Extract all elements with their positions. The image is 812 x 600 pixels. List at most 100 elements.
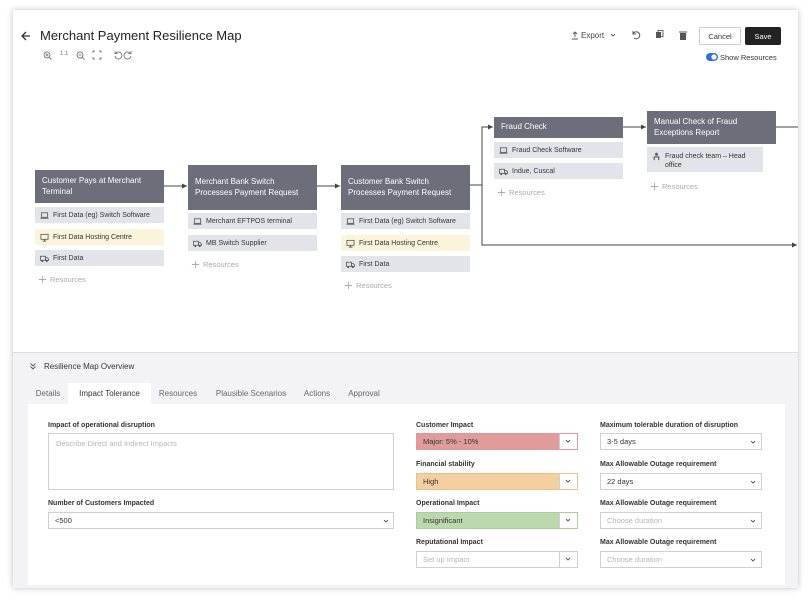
chevron-box xyxy=(559,434,577,449)
textarea[interactable]: Describe Direct and Indirect Impacts xyxy=(48,433,394,490)
resource-label: First Data Hosting Centre xyxy=(53,233,132,241)
resources-toggle[interactable] xyxy=(706,53,718,61)
process-node[interactable]: Merchant Bank Switch Processes Payment R… xyxy=(188,165,317,210)
icon-shape xyxy=(566,519,570,521)
icon-shape xyxy=(193,218,201,223)
add-resource[interactable]: Resources xyxy=(38,275,86,284)
placeholder: Choose duration xyxy=(607,516,663,525)
process-node[interactable]: Customer Bank Switch Processes Payment R… xyxy=(341,165,470,210)
select-value: High xyxy=(423,477,439,486)
resource-label: Fraud check team – Head office xyxy=(665,153,746,169)
add-resource-label: Resources xyxy=(662,182,698,191)
connectors xyxy=(164,124,798,248)
icon-shape xyxy=(40,212,48,217)
field-label: Maximum tolerable duration of disruption xyxy=(600,422,739,429)
add-resource[interactable]: Resources xyxy=(650,182,698,191)
icon xyxy=(652,152,661,161)
toggle-label: Show Resources xyxy=(720,53,777,62)
field-label: Reputational Impact xyxy=(416,539,483,546)
icon xyxy=(193,217,202,226)
resource-chip: First Data (eg) Switch Software xyxy=(341,213,470,229)
resource-chip: Indue, Cuscal xyxy=(494,163,623,179)
element xyxy=(657,30,664,37)
add-resource-label: Resources xyxy=(50,275,86,284)
icon-shape xyxy=(499,147,507,152)
field-label: Customer Impact xyxy=(416,422,474,429)
chevron-box xyxy=(559,552,577,567)
icon xyxy=(650,182,659,191)
select[interactable]: Choose duration xyxy=(600,512,762,529)
zoom-toolbar xyxy=(43,50,132,60)
back-button[interactable] xyxy=(20,30,32,42)
field-label: Impact of operational disruption xyxy=(48,422,155,429)
icon-shape xyxy=(346,262,354,268)
icon-shape xyxy=(751,481,755,483)
process-node[interactable]: Customer Pays at Merchant Terminal xyxy=(35,170,164,203)
icon-shape xyxy=(193,241,201,247)
add-resource[interactable]: Resources xyxy=(191,260,239,269)
icon xyxy=(40,254,49,263)
element xyxy=(572,31,578,40)
add-resource-label: Resources xyxy=(356,281,392,290)
icon xyxy=(344,281,353,290)
process-node[interactable]: Manual Check of Fraud Exceptions Report xyxy=(647,111,776,144)
element xyxy=(76,51,84,59)
export-button[interactable]: Export xyxy=(581,31,605,40)
add-resource[interactable]: Resources xyxy=(497,188,545,197)
icon xyxy=(40,211,49,220)
element xyxy=(45,53,49,57)
select[interactable]: 3-5 days xyxy=(600,433,762,450)
select-value: 3-5 days xyxy=(607,437,636,446)
select[interactable]: High xyxy=(416,473,578,490)
chevron xyxy=(564,477,572,485)
icon-shape xyxy=(751,559,755,561)
icon xyxy=(191,260,200,269)
select[interactable]: Insignificant xyxy=(416,512,578,529)
element xyxy=(43,50,132,60)
panel-title: Resilience Map Overview xyxy=(44,362,135,371)
element xyxy=(81,56,85,60)
save-button[interactable]: Save xyxy=(745,27,781,45)
select[interactable]: 22 days xyxy=(600,473,762,490)
placeholder: Choose duration xyxy=(607,555,663,564)
icon xyxy=(346,260,355,269)
icon xyxy=(38,275,47,284)
add-resource[interactable]: Resources xyxy=(344,281,392,290)
element xyxy=(30,363,36,370)
tab[interactable]: Details xyxy=(35,389,61,398)
resource-chip: MB Switch Supplier xyxy=(188,235,317,251)
toolbar-icons xyxy=(632,30,687,40)
icon-shape xyxy=(40,256,48,262)
cancel-button[interactable]: Cancel xyxy=(699,27,741,45)
chevron-box xyxy=(559,513,577,528)
tab[interactable]: Plausible Scenarios xyxy=(215,389,287,398)
export-icon xyxy=(572,31,578,40)
tab[interactable]: Approval xyxy=(348,389,380,398)
element xyxy=(48,56,52,60)
chevron xyxy=(564,555,572,563)
field-label: Max Allowable Outage requirement xyxy=(600,461,717,468)
resource-label: MB Switch Supplier xyxy=(206,239,267,247)
select[interactable]: Choose duration xyxy=(600,551,762,568)
placeholder: Set up Impact xyxy=(423,555,470,564)
icon-shape xyxy=(651,183,658,190)
zoom-reset[interactable]: 1:1 xyxy=(60,51,69,57)
resource-label: First Data xyxy=(359,260,390,268)
tab[interactable]: Actions xyxy=(303,389,331,398)
process-node[interactable]: Fraud Check xyxy=(494,117,623,138)
element xyxy=(656,32,661,38)
chevron xyxy=(749,517,757,525)
tab[interactable]: Resources xyxy=(158,389,198,398)
icon-shape xyxy=(751,520,755,522)
element xyxy=(679,31,687,33)
select[interactable]: Major: 5% - 10% xyxy=(416,433,578,450)
collapse-icon[interactable] xyxy=(29,362,37,370)
icon-shape xyxy=(192,261,199,268)
element xyxy=(21,31,30,41)
element xyxy=(43,51,51,59)
select[interactable]: <500 xyxy=(48,512,394,529)
element xyxy=(123,51,132,60)
tab-active[interactable]: Impact Tolerance xyxy=(68,383,151,404)
select[interactable]: Set up Impact xyxy=(416,551,578,568)
resource-label: Indue, Cuscal xyxy=(512,167,555,175)
